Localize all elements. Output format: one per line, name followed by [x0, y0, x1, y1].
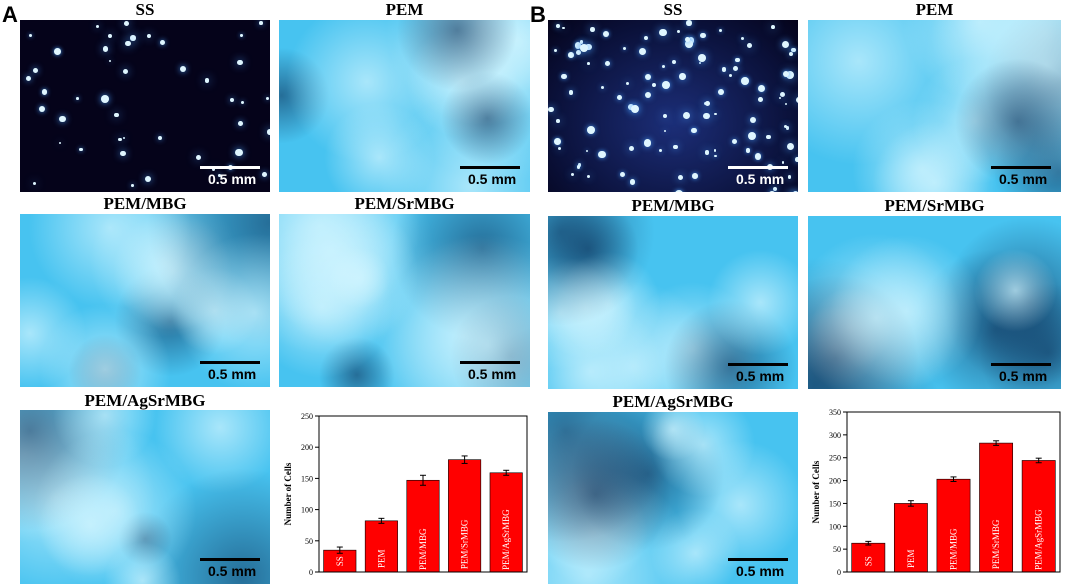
- y-axis-label: Number of Cells: [811, 460, 821, 523]
- scale-bar-label: 0.5 mm: [999, 368, 1048, 384]
- image-title-b-pem-agsrmbg: PEM/AgSrMBG: [612, 392, 734, 411]
- image-title-a-pem-mbg: PEM/MBG: [103, 194, 187, 213]
- scale-bar: [728, 558, 788, 561]
- scale-bar-label: 0.5 mm: [208, 563, 257, 579]
- y-tick-label: 150: [829, 499, 841, 508]
- scale-bar-label: 0.5 mm: [468, 366, 517, 382]
- panel-letter-b: B: [530, 2, 546, 27]
- y-tick-label: 300: [829, 431, 841, 440]
- y-axis-label: Number of Cells: [283, 462, 293, 525]
- y-tick-label: 0: [309, 568, 313, 577]
- micrograph-b-pem-mbg: 0.5 mm: [548, 216, 798, 389]
- image-title-a-pem-agsrmbg: PEM/AgSrMBG: [84, 391, 206, 410]
- y-tick-label: 350: [829, 408, 841, 417]
- y-tick-label: 50: [305, 537, 313, 546]
- bar-chart-a: 0 50 100 150 200 250 Number of Cells SS PEM PEM/M…: [283, 412, 528, 577]
- scale-bar: [460, 166, 520, 169]
- y-tick-label: 200: [301, 443, 313, 452]
- bar-category-label: PEM/AgSrMBG: [1034, 509, 1044, 570]
- y-tick-label: 50: [833, 545, 841, 554]
- micrograph-b-pem-agsrmbg: 0.5 mm: [548, 412, 798, 584]
- image-title-a-pem: PEM: [385, 0, 424, 19]
- image-title-a-ss: SS: [135, 0, 155, 19]
- scale-bar-label: 0.5 mm: [208, 171, 257, 187]
- scale-bar: [200, 166, 260, 169]
- image-title-b-ss: SS: [663, 0, 683, 19]
- bar-pem-agsrmbg: [1021, 460, 1056, 573]
- y-tick-label: 250: [829, 454, 841, 463]
- scale-bar-label: 0.5 mm: [208, 366, 257, 382]
- scale-bar: [991, 363, 1051, 366]
- bar-category-label: PEM/SrMBG: [460, 519, 470, 569]
- scale-bar-label: 0.5 mm: [999, 171, 1048, 187]
- image-title-b-pem-mbg: PEM/MBG: [631, 196, 715, 215]
- bar-category-label: PEM/AgSrMBG: [501, 509, 511, 570]
- y-tick-label: 150: [301, 474, 313, 483]
- scale-bar: [728, 363, 788, 366]
- bar-category-label: PEM/MBG: [418, 528, 428, 570]
- bar-category-label: PEM: [906, 550, 916, 569]
- bar-category-label: SS: [335, 556, 345, 566]
- scale-bar-label: 0.5 mm: [468, 171, 517, 187]
- scale-bar-label: 0.5 mm: [736, 171, 785, 187]
- image-title-a-pem-srmbg: PEM/SrMBG: [354, 194, 455, 213]
- image-title-b-pem-srmbg: PEM/SrMBG: [884, 196, 985, 215]
- bar-category-label: PEM/SrMBG: [991, 519, 1001, 569]
- y-tick-label: 100: [829, 522, 841, 531]
- scale-bar: [200, 558, 260, 561]
- y-tick-label: 100: [301, 506, 313, 515]
- micrograph-a-ss: 0.5 mm: [20, 20, 270, 192]
- bar-chart-b: 0 50 100 150 200 250 300 350 Number of Cells SS PE…: [811, 408, 1061, 577]
- bar-pem-srmbg: [979, 442, 1014, 573]
- y-tick-label: 0: [837, 568, 841, 577]
- plot-frame: [318, 415, 528, 573]
- bar-category-label: PEM/MBG: [949, 528, 959, 570]
- micrograph-a-pem: 0.5 mm: [279, 20, 530, 192]
- micrograph-a-pem-srmbg: 0.5 mm: [279, 214, 530, 387]
- scale-bar: [728, 166, 788, 169]
- bar-ss: [851, 542, 886, 573]
- scale-bar-label: 0.5 mm: [736, 563, 785, 579]
- scale-bar: [460, 361, 520, 364]
- scale-bar: [200, 361, 260, 364]
- image-title-b-pem: PEM: [915, 0, 954, 19]
- micrograph-b-ss: 0.5 mm: [548, 20, 798, 192]
- plot-frame: [846, 411, 1061, 573]
- bar-pem-mbg: [936, 478, 971, 573]
- panel-letter-a: A: [2, 2, 18, 27]
- micrograph-b-pem-srmbg: 0.5 mm: [808, 216, 1061, 389]
- micrograph-a-pem-agsrmbg: 0.5 mm: [20, 410, 270, 584]
- y-tick-label: 200: [829, 477, 841, 486]
- scale-bar-label: 0.5 mm: [736, 368, 785, 384]
- micrograph-a-pem-mbg: 0.5 mm: [20, 214, 270, 387]
- micrograph-b-pem: 0.5 mm: [808, 20, 1061, 192]
- bar-pem: [364, 520, 398, 573]
- bar-category-label: SS: [863, 556, 873, 566]
- bar-category-label: PEM: [376, 550, 386, 569]
- y-tick-label: 250: [301, 412, 313, 421]
- scale-bar: [991, 166, 1051, 169]
